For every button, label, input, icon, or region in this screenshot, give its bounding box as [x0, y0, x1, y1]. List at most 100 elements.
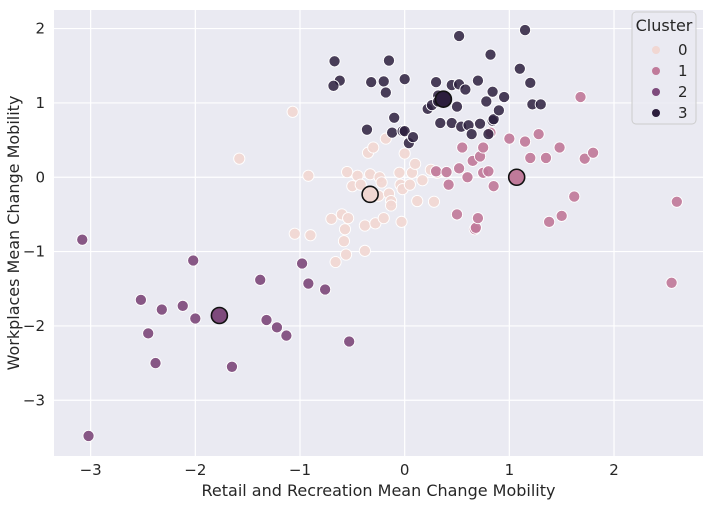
data-point-cluster-3: [473, 117, 487, 130]
data-point-cluster-0: [304, 229, 317, 242]
data-point-cluster-3: [513, 62, 526, 75]
legend-marker-0: [652, 46, 660, 54]
grid-lines: [54, 10, 703, 456]
data-point-cluster-3: [518, 24, 532, 37]
y-tick-label: −1: [23, 243, 45, 261]
data-point-cluster-0: [395, 215, 408, 228]
data-point-cluster-2: [319, 283, 332, 296]
centroid-cluster-3: [434, 90, 453, 108]
data-point-cluster-3: [382, 54, 396, 67]
data-point-cluster-2: [176, 299, 189, 312]
data-point-cluster-1: [477, 141, 490, 154]
data-point-cluster-2: [187, 254, 200, 267]
data-point-cluster-2: [76, 233, 89, 246]
data-point-cluster-1: [440, 165, 453, 179]
data-point-cluster-2: [260, 313, 273, 327]
data-points: [76, 24, 683, 442]
data-point-cluster-0: [377, 212, 390, 225]
data-point-cluster-3: [365, 76, 378, 89]
data-point-cluster-2: [149, 357, 162, 370]
data-point-cluster-0: [393, 166, 406, 179]
legend-marker-2: [652, 88, 660, 96]
y-tick-label: −2: [23, 317, 45, 335]
data-point-cluster-2: [155, 303, 168, 316]
x-tick-label: 1: [505, 461, 515, 479]
data-point-cluster-2: [134, 293, 147, 306]
cluster-centroids: [210, 90, 526, 325]
data-point-cluster-1: [471, 212, 484, 225]
data-point-cluster-3: [487, 113, 500, 126]
plot-area: [54, 10, 703, 456]
data-point-cluster-1: [578, 152, 591, 165]
data-point-cluster-3: [534, 98, 547, 111]
x-axis-label: Retail and Recreation Mean Change Mobili…: [202, 481, 556, 500]
data-point-cluster-0: [302, 169, 315, 182]
data-point-cluster-3: [327, 79, 340, 92]
legend-label-1: 1: [678, 62, 688, 80]
data-point-cluster-0: [411, 194, 424, 208]
data-point-cluster-3: [471, 74, 484, 87]
data-point-cluster-3: [388, 111, 401, 124]
legend-label-2: 2: [678, 83, 688, 101]
data-point-cluster-0: [398, 147, 411, 160]
y-tick-label: −3: [23, 391, 45, 409]
data-point-cluster-3: [379, 86, 392, 99]
data-point-cluster-0: [358, 219, 371, 232]
x-tick-label: 0: [400, 461, 410, 479]
centroid-cluster-2: [210, 306, 229, 325]
data-point-cluster-3: [484, 48, 497, 61]
legend-marker-1: [652, 67, 660, 75]
data-point-cluster-0: [341, 165, 354, 179]
data-point-cluster-1: [518, 135, 532, 148]
data-point-cluster-1: [461, 171, 474, 184]
x-tick-label: −3: [80, 461, 102, 479]
data-point-cluster-3: [459, 83, 472, 96]
data-point-cluster-3: [386, 126, 399, 139]
legend-marker-3: [652, 109, 660, 117]
data-point-cluster-3: [430, 76, 443, 89]
x-tick-label: −2: [184, 461, 206, 479]
data-point-cluster-3: [360, 123, 374, 136]
data-point-cluster-1: [430, 165, 443, 178]
data-point-cluster-0: [367, 141, 380, 154]
y-tick-label: 0: [35, 168, 45, 186]
data-point-cluster-0: [342, 212, 355, 225]
data-point-cluster-3: [524, 76, 537, 89]
data-point-cluster-0: [337, 235, 351, 248]
x-tick-label: −1: [289, 461, 311, 479]
data-point-cluster-2: [280, 329, 293, 342]
data-point-cluster-1: [524, 151, 537, 164]
legend-label-3: 3: [678, 104, 688, 122]
centroid-cluster-0: [361, 185, 379, 204]
data-point-cluster-0: [325, 212, 338, 225]
data-point-cluster-0: [416, 174, 429, 187]
data-point-cluster-2: [142, 327, 155, 340]
x-tick-label: 2: [609, 461, 619, 479]
data-point-cluster-3: [480, 95, 493, 108]
data-point-cluster-1: [665, 276, 678, 289]
data-point-cluster-3: [486, 85, 499, 98]
data-point-cluster-3: [498, 90, 511, 104]
data-point-cluster-1: [555, 209, 568, 222]
data-point-cluster-0: [358, 244, 371, 257]
data-point-cluster-2: [225, 360, 239, 373]
data-point-cluster-1: [543, 215, 556, 228]
data-point-cluster-2: [302, 277, 315, 290]
data-point-cluster-3: [328, 55, 341, 68]
legend-box: [631, 11, 697, 125]
data-point-cluster-2: [254, 273, 267, 286]
data-point-cluster-2: [189, 312, 202, 325]
y-tick-label: 2: [35, 20, 45, 38]
y-axis-label: Workplaces Mean Change Mobility: [4, 96, 23, 371]
data-point-cluster-3: [406, 131, 420, 144]
data-point-cluster-0: [409, 157, 422, 170]
data-point-cluster-1: [482, 165, 495, 178]
data-point-cluster-0: [403, 178, 416, 191]
data-point-cluster-2: [270, 321, 284, 334]
legend-title: Cluster: [636, 16, 693, 35]
data-point-cluster-3: [434, 116, 447, 130]
data-point-cluster-0: [286, 105, 299, 118]
data-point-cluster-1: [456, 141, 469, 154]
data-point-cluster-0: [339, 248, 353, 261]
